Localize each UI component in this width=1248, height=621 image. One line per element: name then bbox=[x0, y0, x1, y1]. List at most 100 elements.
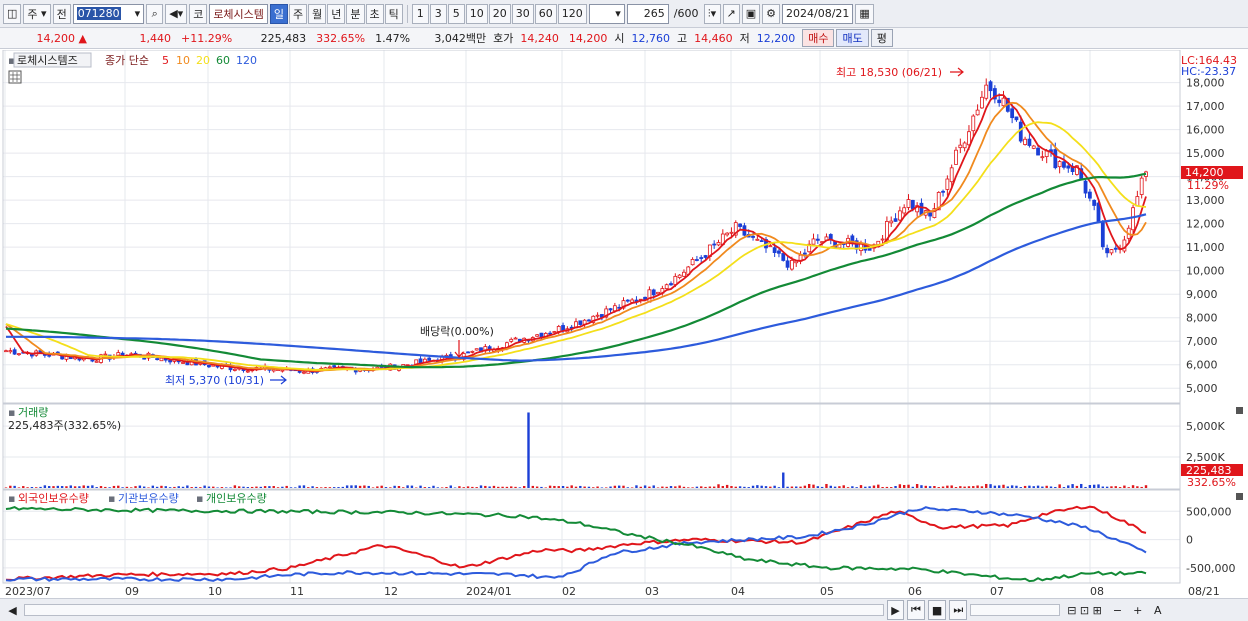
volume-bar bbox=[216, 487, 219, 488]
volume-bar bbox=[1127, 487, 1130, 488]
volume-bar bbox=[825, 483, 828, 488]
volume-bar bbox=[1067, 485, 1070, 488]
candle-body bbox=[327, 366, 332, 369]
last-icon[interactable]: ⏭ bbox=[949, 600, 968, 620]
volume-bar bbox=[432, 485, 435, 488]
candle-body bbox=[466, 351, 470, 354]
stock-label-box[interactable] bbox=[13, 52, 92, 68]
stock-name-field[interactable]: 로체시스템 bbox=[209, 3, 268, 24]
volume-bar bbox=[855, 487, 858, 488]
scrollbar-track[interactable] bbox=[24, 604, 884, 616]
count-input[interactable]: 265 bbox=[626, 3, 669, 24]
interval-tab-120[interactable]: 120 bbox=[557, 3, 587, 24]
holdings-line-0 bbox=[5, 505, 1147, 582]
period-tab-5[interactable]: 초 bbox=[365, 3, 384, 24]
interval-custom-select[interactable]: ▾ bbox=[588, 3, 625, 24]
volume-bar bbox=[108, 487, 111, 488]
volume-bar bbox=[617, 485, 621, 488]
drawing-tool-icon[interactable]: ↗ bbox=[722, 3, 740, 24]
volume-bar bbox=[1084, 486, 1087, 488]
volume-bar bbox=[86, 485, 90, 488]
volume-bar bbox=[751, 485, 755, 488]
volume-bar bbox=[950, 485, 953, 488]
volume-bar bbox=[816, 486, 820, 488]
candle-body bbox=[962, 142, 967, 149]
stop-icon[interactable]: ■ bbox=[927, 600, 947, 620]
volume-bar bbox=[518, 487, 522, 488]
window-icon[interactable]: ◫ bbox=[3, 3, 22, 24]
candle-body bbox=[928, 212, 932, 217]
candle-body bbox=[669, 283, 673, 286]
interval-tab-1[interactable]: 1 bbox=[411, 3, 429, 24]
candle-icon[interactable]: ⫶▾ bbox=[703, 3, 721, 24]
price-y-tick: 7,000 bbox=[1186, 335, 1218, 348]
volume-bar bbox=[760, 485, 763, 488]
buy-button[interactable]: 매수 bbox=[802, 29, 835, 47]
text-a-icon[interactable]: A bbox=[1154, 603, 1162, 617]
period-tab-2[interactable]: 월 bbox=[308, 3, 327, 24]
period-tab-4[interactable]: 분 bbox=[346, 3, 365, 24]
scroll-left-icon[interactable]: ◀ bbox=[8, 603, 17, 617]
gear-icon[interactable]: ⚙ bbox=[762, 3, 780, 24]
period-tab-6[interactable]: 틱 bbox=[384, 3, 403, 24]
play-icon[interactable]: ▶ bbox=[887, 600, 904, 620]
layout-icons[interactable]: ⊟ ⊡ ⊞ bbox=[1067, 603, 1102, 617]
interval-tab-5[interactable]: 5 bbox=[447, 3, 465, 24]
candle-body bbox=[781, 253, 786, 261]
candle-body bbox=[910, 199, 915, 210]
candle-body bbox=[1087, 191, 1092, 199]
volume-bar bbox=[212, 486, 215, 488]
speaker-icon[interactable]: ◀▾ bbox=[165, 3, 188, 24]
interval-tab-3[interactable]: 3 bbox=[429, 3, 447, 24]
eval-button[interactable]: 평 bbox=[870, 29, 893, 47]
first-icon[interactable]: ⏮ bbox=[907, 600, 925, 620]
period-tab-0[interactable]: 일 bbox=[269, 3, 289, 24]
stock-code-input[interactable]: 071280 ▾ bbox=[72, 3, 145, 24]
calendar-icon[interactable]: ▦ bbox=[855, 3, 874, 24]
volume-bar bbox=[704, 486, 707, 488]
save-icon[interactable]: ▣ bbox=[741, 3, 761, 24]
interval-tab-10[interactable]: 10 bbox=[465, 3, 488, 24]
interval-tab-60[interactable]: 60 bbox=[534, 3, 557, 24]
low-annotation: 최저 5,370 (10/31) bbox=[165, 374, 287, 387]
prev-type-button[interactable]: 전 bbox=[52, 3, 71, 24]
volume-bar bbox=[4, 487, 8, 488]
volume-pane-close-icon[interactable] bbox=[1236, 407, 1243, 414]
price-y-tick: 6,000 bbox=[1186, 359, 1218, 372]
candle-body bbox=[1057, 161, 1062, 168]
data-table-icon[interactable] bbox=[8, 70, 22, 84]
volume-bar bbox=[242, 486, 245, 488]
search-icon[interactable]: ⌕ bbox=[146, 3, 164, 24]
candle-body bbox=[297, 370, 302, 373]
interval-tab-20[interactable]: 20 bbox=[488, 3, 511, 24]
volume-bar bbox=[738, 486, 742, 488]
sell-button[interactable]: 매도 bbox=[836, 29, 869, 47]
volume-bar bbox=[104, 486, 107, 488]
candle-body bbox=[958, 144, 963, 149]
volume-bar bbox=[725, 484, 729, 488]
zoom-slider[interactable] bbox=[970, 604, 1061, 616]
volume-bar bbox=[600, 487, 604, 488]
period-tab-3[interactable]: 년 bbox=[327, 3, 346, 24]
volume-bar bbox=[371, 487, 375, 488]
volume-bar bbox=[540, 486, 543, 488]
candle-body bbox=[578, 320, 583, 325]
market-prefix-button[interactable]: 코 bbox=[189, 3, 208, 24]
volume-bar bbox=[859, 485, 863, 488]
date-input[interactable]: 2024/08/21 bbox=[782, 3, 854, 24]
volume-bar bbox=[39, 486, 42, 488]
volume-bar bbox=[47, 486, 51, 488]
volume-bar bbox=[1080, 483, 1083, 488]
volume-bar bbox=[743, 486, 746, 488]
zoom-in-icon[interactable]: + bbox=[1133, 603, 1143, 617]
candle-body bbox=[984, 84, 989, 99]
period-tab-1[interactable]: 주 bbox=[289, 3, 308, 24]
interval-tab-30[interactable]: 30 bbox=[511, 3, 534, 24]
volume-bar bbox=[790, 486, 794, 488]
chart-type-select[interactable]: 주 ▾ bbox=[23, 3, 51, 24]
zoom-out-icon[interactable]: − bbox=[1112, 603, 1123, 617]
candle-body bbox=[587, 319, 591, 322]
holdings-pane-close-icon[interactable] bbox=[1236, 493, 1243, 500]
candle-body bbox=[759, 240, 764, 242]
volume-bar bbox=[510, 486, 513, 488]
